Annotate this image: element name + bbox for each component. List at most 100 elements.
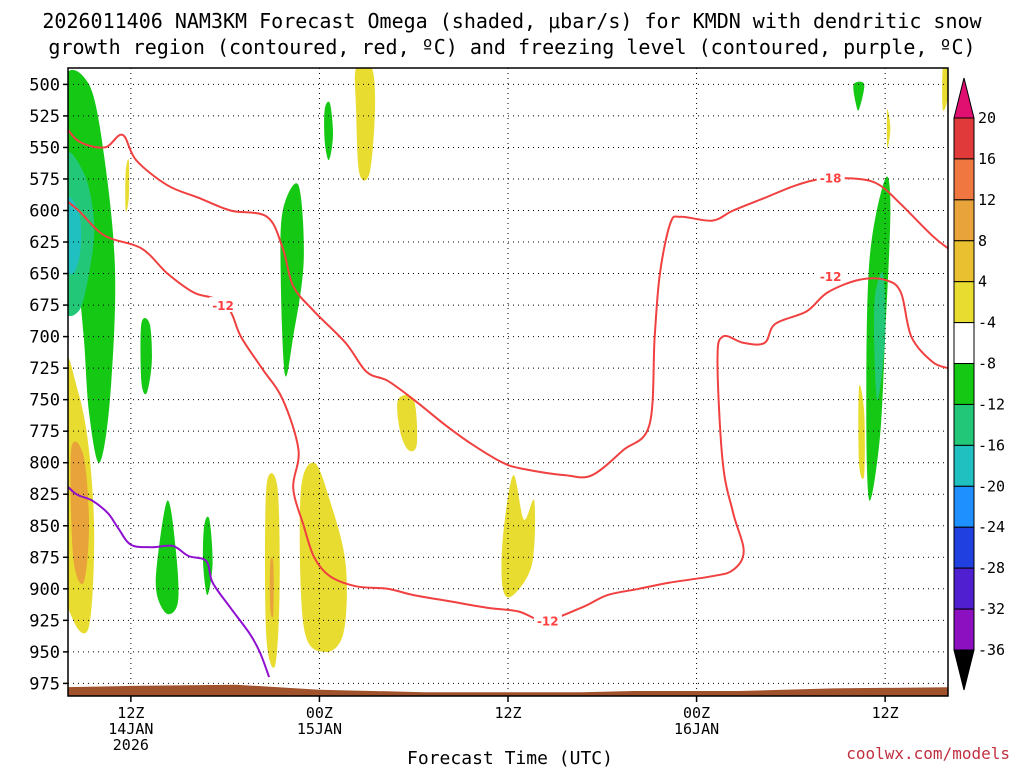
- colorbar-label-11: -28: [978, 559, 1005, 577]
- dgz-cold-upper-left-contour: [68, 128, 948, 479]
- colorbar-label-13: -36: [978, 641, 1005, 659]
- y-tick-label-625: 625: [29, 233, 60, 253]
- colorbar-label-5: -4: [978, 314, 996, 332]
- omega-region-6: [280, 183, 304, 377]
- colorbar-label-2: 12: [978, 191, 996, 209]
- omega-region-15: [269, 557, 274, 618]
- colorbar-band-1: [953, 158, 975, 201]
- contour-label-bg-3: [533, 612, 562, 628]
- omega-region-21: [886, 109, 891, 148]
- y-tick-label-650: 650: [29, 265, 60, 285]
- chart-title-line2: growth region (contoured, red, ºC) and f…: [48, 35, 975, 59]
- colorbar-label-8: -16: [978, 436, 1005, 454]
- colorbar-label-1: 16: [978, 150, 996, 168]
- x-tick-label-6-1: 14JAN: [108, 720, 153, 738]
- y-tick-label-600: 600: [29, 201, 60, 221]
- colorbar-band-3: [953, 240, 975, 283]
- omega-region-2: [68, 195, 82, 275]
- x-tick-label-6-2: 2026: [113, 736, 149, 754]
- y-tick-label-500: 500: [29, 75, 60, 95]
- colorbar-label-10: -24: [978, 518, 1005, 536]
- omega-region-3: [140, 318, 152, 395]
- contour-label-bg-0: [209, 297, 238, 313]
- x-tick-label-60-0: 00Z: [683, 704, 710, 722]
- omega-region-13: [125, 158, 130, 212]
- omega-region-8: [853, 81, 865, 111]
- colorbar-band-10: [953, 526, 975, 569]
- freezing-level-contour: [68, 485, 271, 678]
- omega-region-4: [155, 500, 179, 615]
- colorbar-band-7: [953, 403, 975, 446]
- colorbar-top-arrow: [953, 77, 975, 119]
- omega-region-22: [942, 68, 948, 111]
- omega-region-20: [858, 384, 865, 480]
- x-tick-label-42-0: 12Z: [494, 704, 521, 722]
- y-tick-label-575: 575: [29, 170, 60, 190]
- y-axis: 500 525 550 575 600 625 650 675 700 725 750 775 800 8…: [29, 75, 68, 694]
- plot-frame: [67, 67, 949, 697]
- omega-region-12: [70, 441, 89, 585]
- contour-label-3: -12: [537, 614, 559, 628]
- omega-region-17: [354, 68, 376, 181]
- x-tick-label-6-0: 12Z: [117, 704, 144, 722]
- colorbar-band-9: [953, 485, 975, 528]
- colorbar-band-4: [953, 281, 975, 324]
- omega-shading-layer: [68, 68, 948, 668]
- y-tick-label-675: 675: [29, 296, 60, 316]
- colorbar-band-0: [953, 117, 975, 160]
- colorbar-band-2: [953, 199, 975, 242]
- chart-title-line1: 2026011406 NAM3KM Forecast Omega (shaded…: [42, 9, 982, 33]
- credit-text: coolwx.com/models: [846, 744, 1010, 763]
- x-tick-label-60-1: 16JAN: [674, 720, 719, 738]
- y-tick-label-900: 900: [29, 580, 60, 600]
- colorbar-band-11: [953, 567, 975, 610]
- terrain-fill: [68, 684, 948, 696]
- colorbar-label-0: 20: [978, 109, 996, 127]
- contour-label-bg-2: [816, 268, 845, 284]
- y-tick-label-925: 925: [29, 611, 60, 631]
- y-tick-label-975: 975: [29, 674, 60, 694]
- y-tick-label-775: 775: [29, 422, 60, 442]
- colorbar-label-9: -20: [978, 477, 1005, 495]
- colorbar-band-6: [953, 363, 975, 405]
- terrain-layer: [68, 684, 948, 696]
- y-tick-label-700: 700: [29, 328, 60, 348]
- y-tick-label-725: 725: [29, 359, 60, 379]
- omega-region-10: [873, 272, 886, 401]
- y-tick-label-550: 550: [29, 138, 60, 158]
- y-tick-label-750: 750: [29, 391, 60, 411]
- y-tick-label-850: 850: [29, 517, 60, 537]
- omega-region-19: [501, 475, 536, 598]
- contour-label-2: -12: [820, 270, 842, 284]
- y-tick-label-875: 875: [29, 548, 60, 568]
- colorbar-band-5: [953, 322, 975, 365]
- contour-label-0: -12: [212, 299, 234, 313]
- y-tick-label-950: 950: [29, 643, 60, 663]
- grid-layer: [68, 68, 948, 696]
- temperature-contour-layer: -12 -18 -12 -12: [68, 128, 948, 678]
- omega-region-18: [397, 394, 418, 452]
- x-tick-label-78-0: 12Z: [872, 704, 899, 722]
- contour-label-bg-1: [816, 169, 845, 185]
- colorbar-bottom-arrow: [953, 649, 975, 691]
- colorbar-label-7: -12: [978, 395, 1005, 413]
- omega-region-5: [202, 516, 213, 596]
- colorbar-band-12: [953, 608, 975, 651]
- y-tick-label-800: 800: [29, 454, 60, 474]
- colorbar-label-12: -32: [978, 600, 1005, 618]
- y-tick-label-825: 825: [29, 485, 60, 505]
- omega-region-1: [68, 151, 95, 317]
- colorbar-label-3: 8: [978, 232, 987, 250]
- colorbar-band-8: [953, 444, 975, 487]
- colorbar-label-6: -8: [978, 355, 996, 373]
- x-axis-label: Forecast Time (UTC): [407, 748, 613, 768]
- contour-label-1: -18: [820, 172, 842, 186]
- colorbar: 20 16 12 8 4 -4 -8 -12 -16 -20 -24 -28 -32 -36: [953, 77, 1005, 691]
- omega-region-7: [324, 101, 334, 161]
- x-tick-label-24-1: 15JAN: [297, 720, 342, 738]
- x-tick-label-24-0: 00Z: [306, 704, 333, 722]
- colorbar-label-4: 4: [978, 273, 987, 291]
- y-tick-label-525: 525: [29, 107, 60, 127]
